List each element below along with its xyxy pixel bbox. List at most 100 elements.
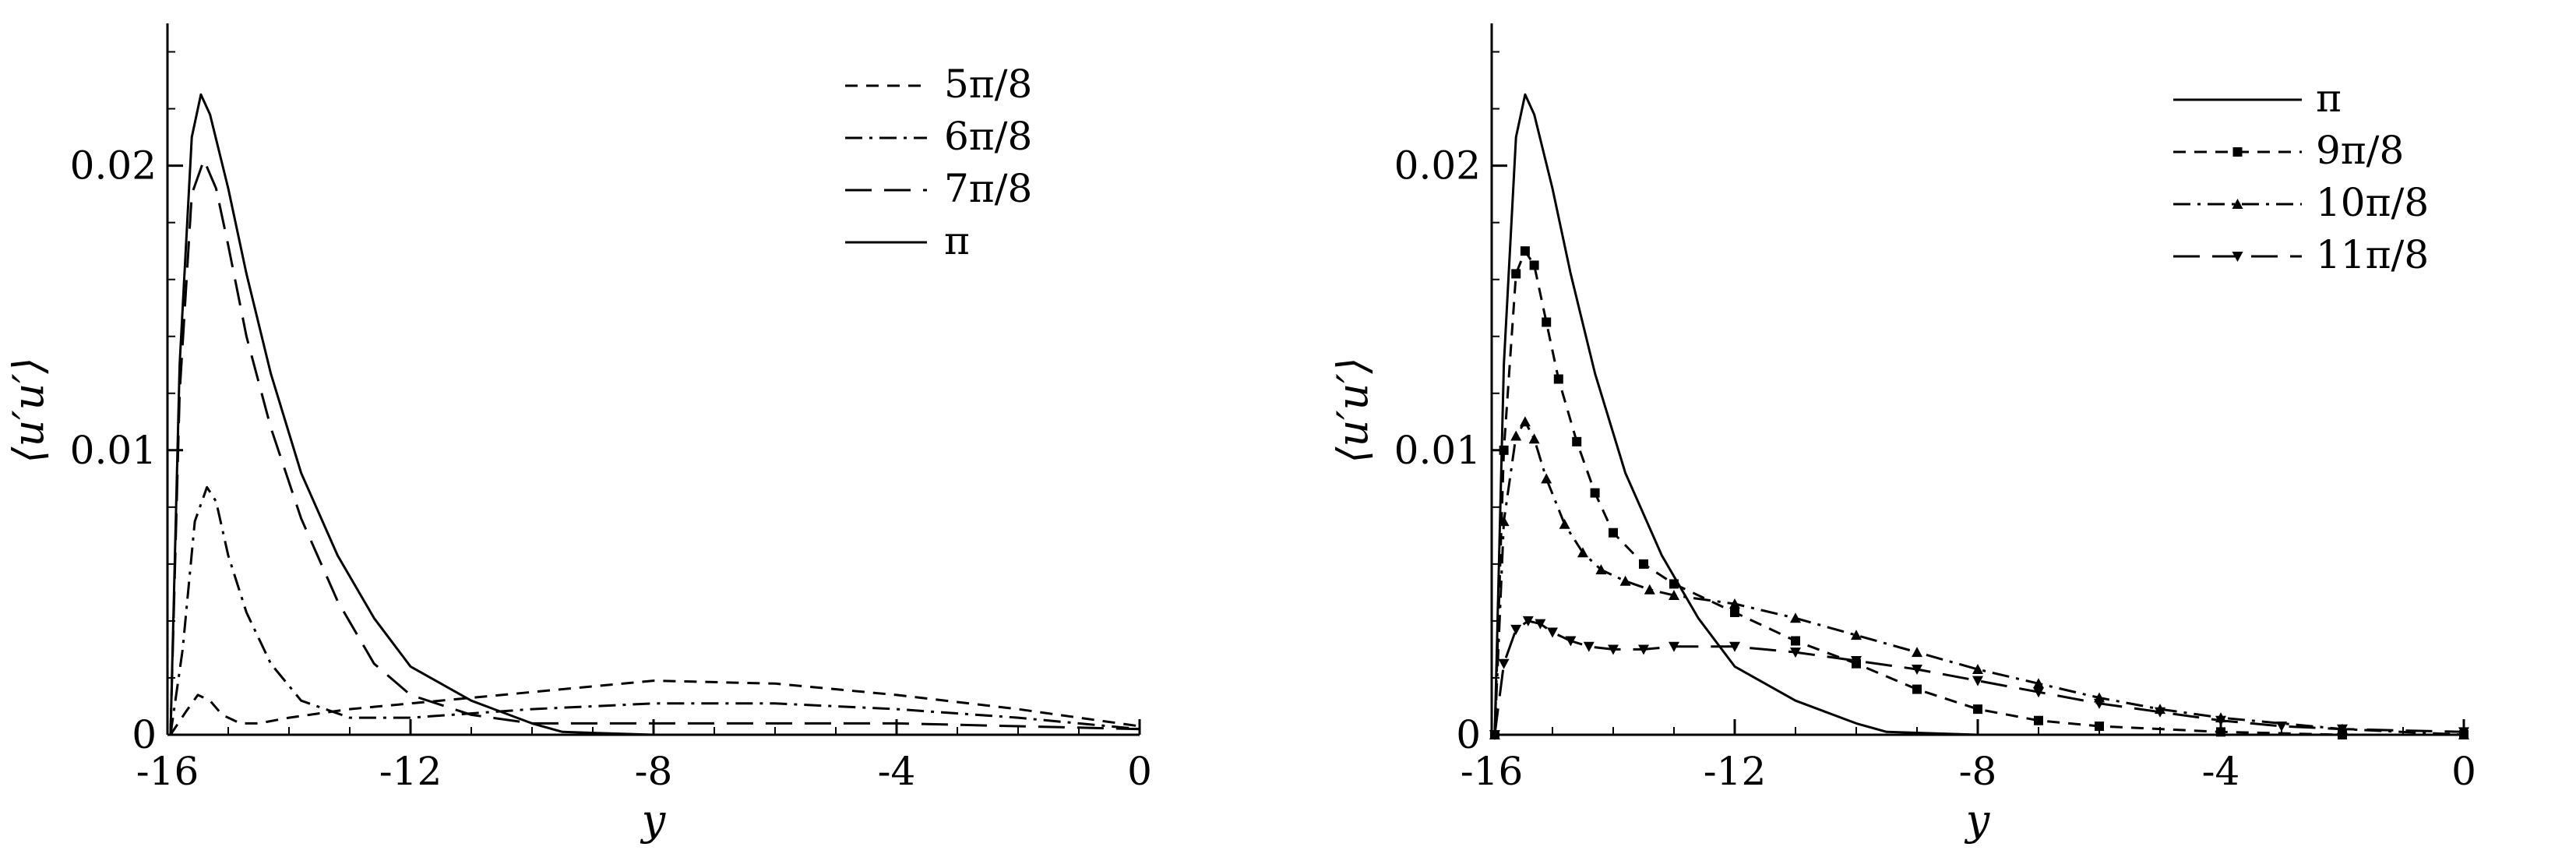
x-axis-label: y [1965, 796, 1991, 845]
x-axis-label: y [640, 796, 667, 845]
data-point [2458, 727, 2469, 738]
legend-label: 7π/8 [944, 166, 1032, 211]
y-axis-label: ⟨u′u′⟩ [4, 357, 53, 463]
data-point [1553, 374, 1563, 384]
series-3 [169, 158, 1140, 736]
data-point [1669, 590, 1679, 601]
data-point [2033, 687, 2044, 698]
data-point [2216, 727, 2225, 737]
x-tick-label: -16 [136, 749, 199, 794]
y-tick-label: 0.02 [1394, 143, 1481, 189]
data-point [1542, 317, 1552, 327]
data-point [1972, 676, 1983, 686]
data-point [2095, 722, 2104, 732]
data-point [1912, 684, 1922, 694]
series-4 [169, 93, 1140, 736]
series-line [169, 158, 1140, 736]
data-point [1499, 445, 1509, 455]
data-point [2276, 722, 2287, 732]
series-1 [169, 679, 1140, 736]
x-tick-label: -12 [1704, 749, 1767, 794]
legend-entry: 5π/8 [845, 62, 1032, 107]
data-point [2155, 707, 2165, 718]
data-point [1644, 584, 1655, 595]
data-point [1498, 658, 1510, 669]
data-point [2033, 678, 2044, 689]
data-point [1972, 664, 1983, 675]
data-point [1608, 644, 1619, 655]
data-point [1638, 644, 1649, 655]
legend-entry: 11π/8 [2173, 232, 2429, 277]
x-tick-label: -16 [1461, 749, 1524, 794]
y-tick-label: 0.01 [1394, 428, 1481, 473]
data-point [1528, 433, 1540, 444]
right-chart-panel: -16 -12 -8 -4 0 0 0.01 0.02 y ⟨u′u′⟩ π 9π/8 10π/8 11π… [1328, 23, 2476, 845]
legend-entry: π [2173, 76, 2342, 121]
data-point [1790, 612, 1801, 623]
legend-label: 11π/8 [2316, 232, 2429, 277]
legend-label: π [2316, 76, 2342, 121]
legend-label: 5π/8 [944, 62, 1032, 107]
data-point [1912, 665, 1922, 676]
series-2 [169, 485, 1140, 736]
data-point [1912, 647, 1922, 658]
data-point [1619, 575, 1631, 586]
y-tick-label: 0 [132, 712, 157, 757]
data-point [1669, 579, 1679, 589]
data-point [1669, 641, 1679, 652]
x-tick-label: -4 [2202, 749, 2240, 794]
data-point [1730, 607, 1739, 617]
x-tick-label: -8 [635, 749, 673, 794]
x-tick-label: -8 [1959, 749, 1997, 794]
series-line [1493, 420, 2465, 736]
x-tick-label: 0 [2451, 749, 2476, 794]
legend-label: π [944, 218, 970, 263]
legend-entry: 7π/8 [845, 166, 1032, 211]
y-tick-label: 0 [1456, 712, 1481, 757]
data-point [2034, 715, 2043, 725]
legend-marker [2232, 147, 2243, 157]
y-tick-label: 0.01 [70, 428, 157, 473]
data-point [1609, 528, 1618, 538]
series-line [169, 679, 1140, 736]
legend-label: 10π/8 [2316, 180, 2429, 225]
series-line [169, 93, 1140, 736]
data-point [1510, 624, 1522, 635]
y-axis-label: ⟨u′u′⟩ [1328, 357, 1377, 463]
legend-label: 9π/8 [2316, 128, 2404, 173]
data-point [1790, 648, 1801, 658]
legend-label: 6π/8 [944, 114, 1032, 159]
left-chart-panel: -16 -12 -8 -4 0 0 0.01 0.02 y ⟨u′u′⟩ 5π/8 6π/8 7π/8 π [4, 23, 1152, 845]
data-point [1522, 616, 1534, 626]
x-tick-label: -12 [379, 749, 442, 794]
data-point [1535, 619, 1546, 630]
series-4 [1489, 616, 2469, 740]
data-point [1791, 636, 1800, 646]
data-point [1510, 430, 1522, 441]
data-point [2215, 715, 2226, 726]
y-tick-label: 0.02 [70, 143, 157, 189]
data-point [1565, 636, 1577, 647]
data-point [1729, 598, 1740, 609]
data-point [1639, 559, 1648, 569]
data-point [1520, 246, 1530, 256]
legend-entry: 6π/8 [845, 114, 1032, 159]
legend-marker [2232, 199, 2243, 209]
data-point [1498, 516, 1510, 527]
data-point [1577, 547, 1588, 558]
data-point [1489, 730, 1500, 740]
data-point [1547, 627, 1558, 638]
data-point [2337, 724, 2348, 735]
legend-entry: 10π/8 [2173, 180, 2429, 225]
series-line [1493, 249, 2464, 736]
legend-entry: π [845, 218, 970, 263]
data-point [1572, 436, 1582, 446]
data-point [1541, 473, 1552, 484]
data-point [1519, 416, 1531, 427]
data-point [1529, 260, 1539, 270]
series-line [169, 485, 1140, 736]
data-point [1559, 518, 1570, 529]
legend-marker [2232, 252, 2243, 262]
data-point [1729, 641, 1740, 652]
